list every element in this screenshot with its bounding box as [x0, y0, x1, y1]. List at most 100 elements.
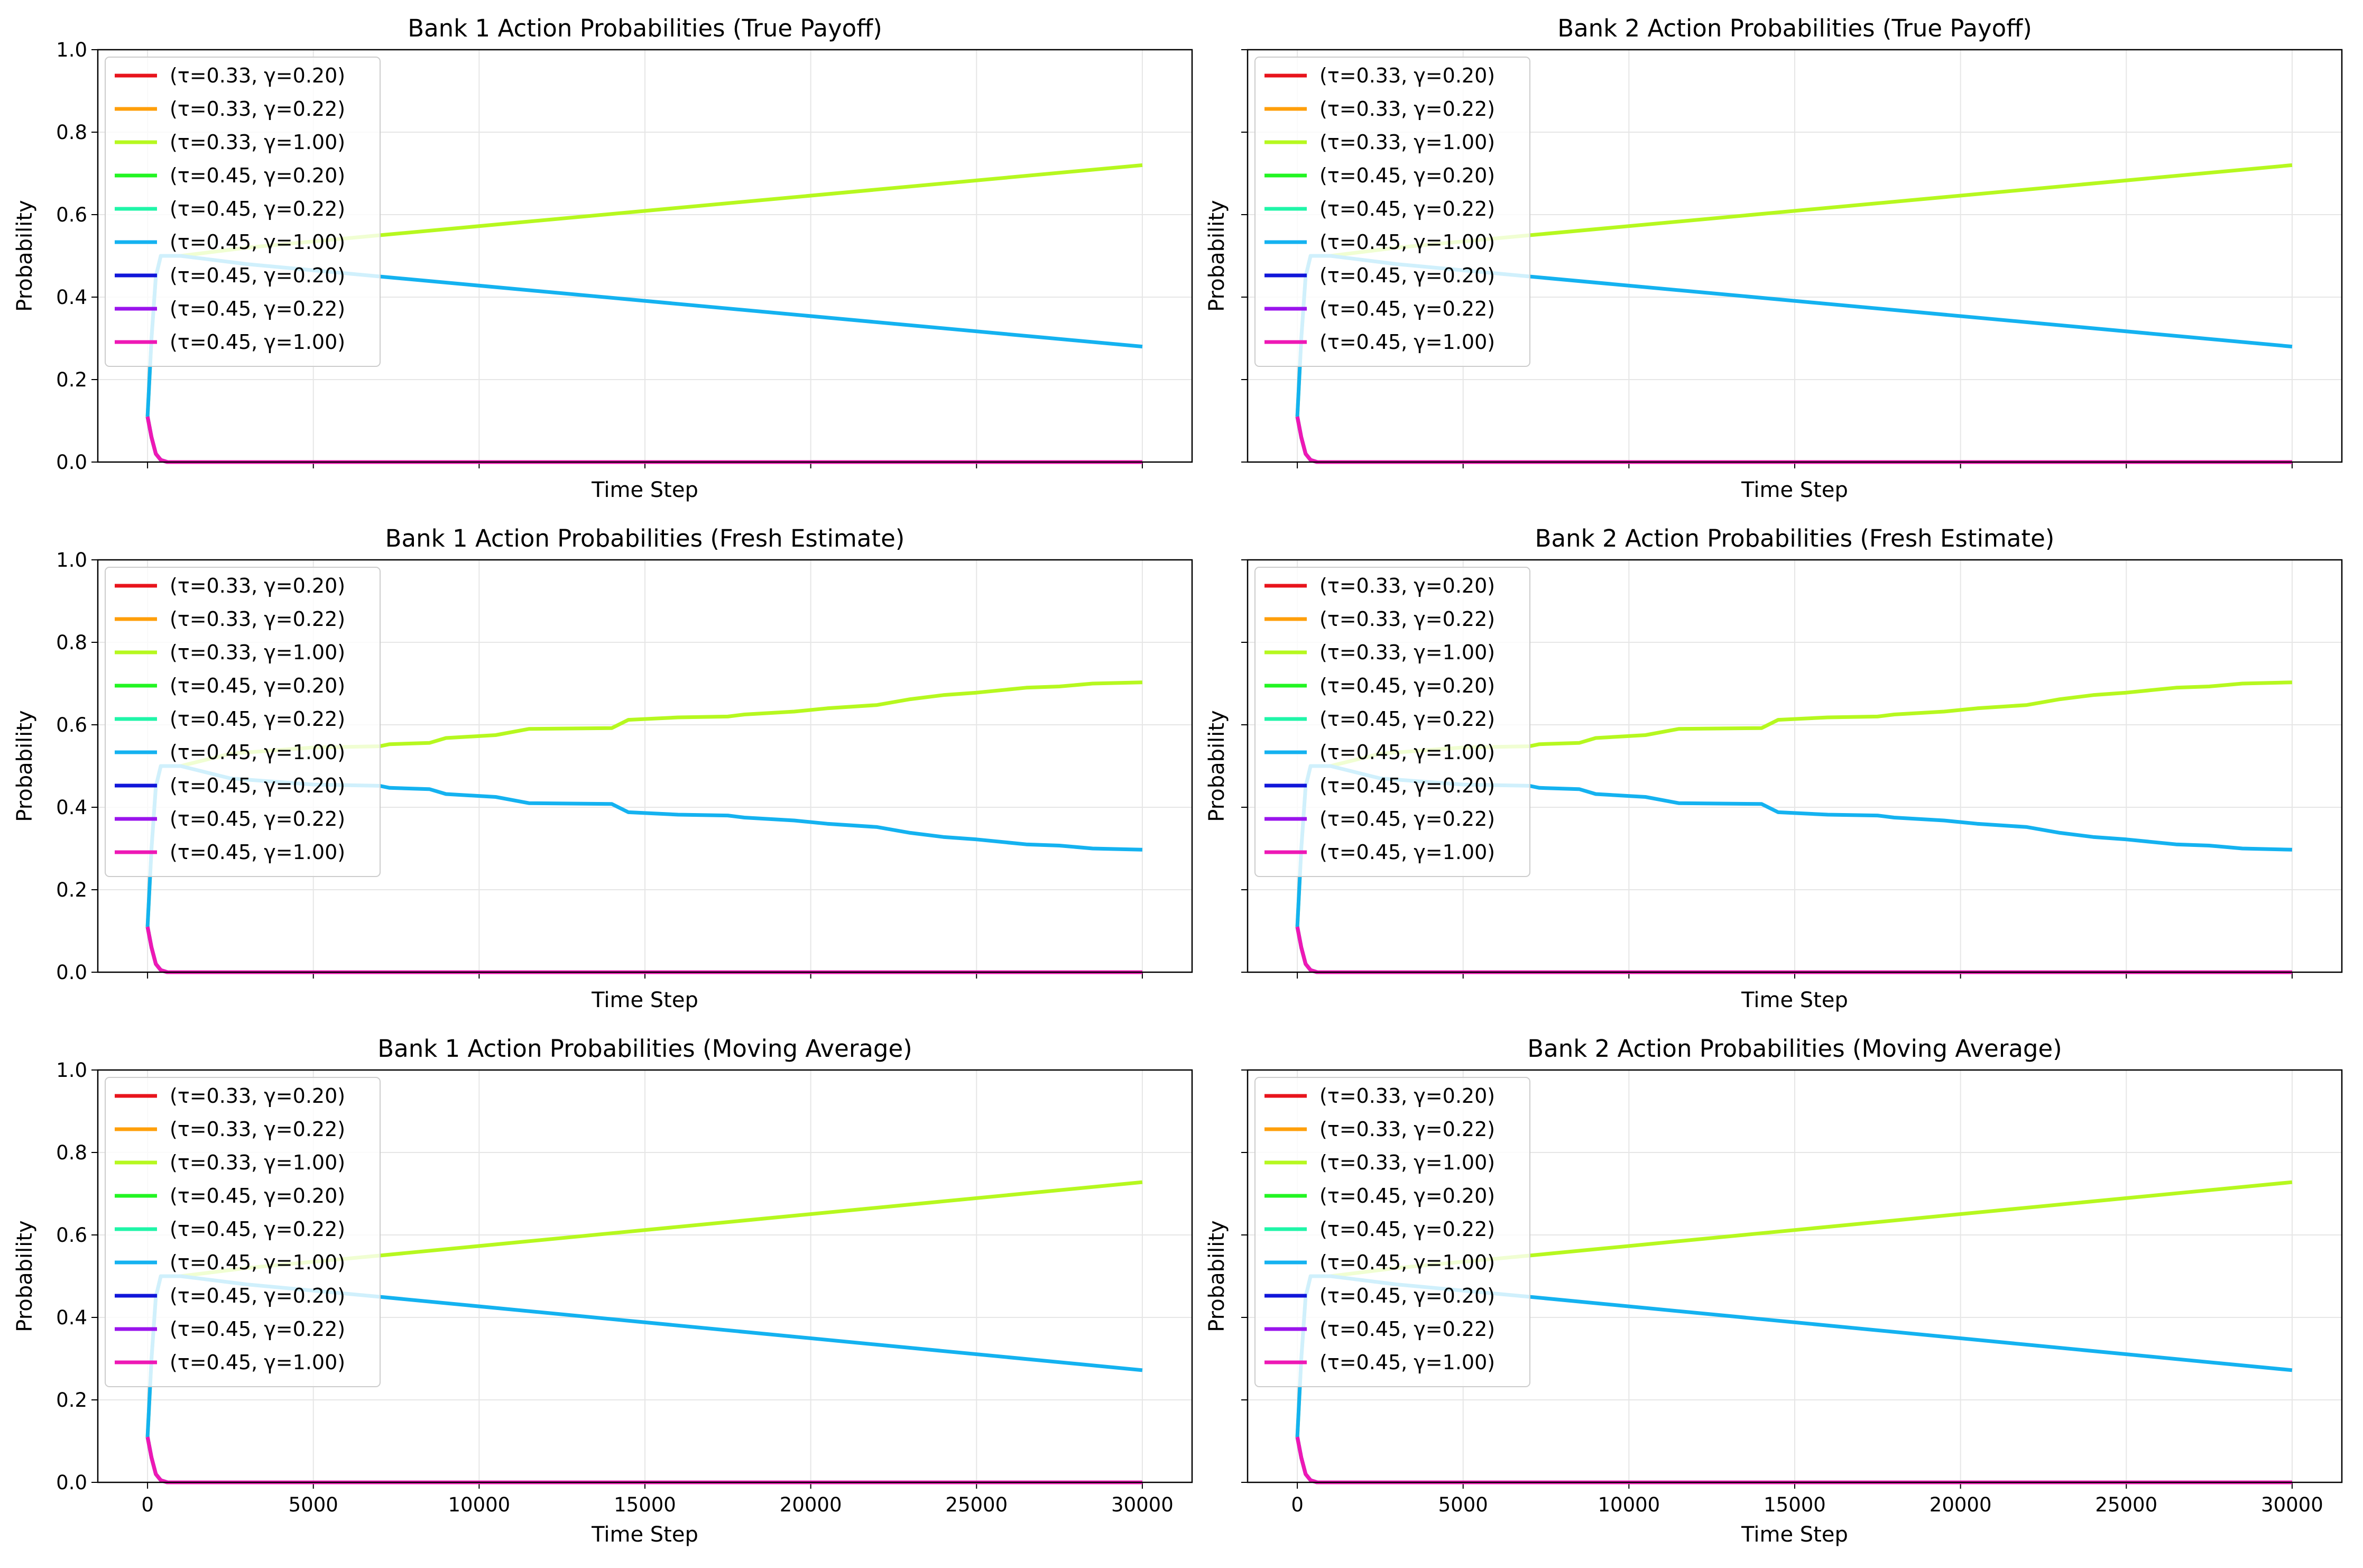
x-axis-label: Time Step: [1741, 1523, 1848, 1547]
legend-label: (τ=0.45, γ=1.00): [1319, 1251, 1495, 1274]
legend-label: (τ=0.33, γ=0.20): [170, 574, 345, 597]
legend-label: (τ=0.45, γ=0.22): [1319, 707, 1495, 731]
subplot-title: Bank 1 Action Probabilities (Fresh Estim…: [385, 524, 905, 552]
subplot: Bank 2 Action Probabilities (True Payoff…: [1205, 14, 2343, 502]
legend: (τ=0.33, γ=0.20) (τ=0.33, γ=0.22) (τ=0.33,…: [105, 1077, 381, 1387]
legend-label: (τ=0.45, γ=0.20): [1319, 674, 1495, 697]
legend-label: (τ=0.33, γ=0.22): [170, 1118, 345, 1141]
x-axis-label: Time Step: [1741, 478, 1848, 502]
legend-label: (τ=0.33, γ=0.22): [170, 607, 345, 631]
y-axis-label: Probability: [13, 200, 37, 311]
legend-label: (τ=0.33, γ=0.22): [1319, 97, 1495, 121]
y-tick-label: 0.6: [56, 714, 87, 736]
legend-label: (τ=0.33, γ=0.22): [1319, 607, 1495, 631]
legend-label: (τ=0.45, γ=0.20): [170, 164, 345, 187]
legend-label: (τ=0.45, γ=0.20): [170, 1184, 345, 1207]
legend-label: (τ=0.45, γ=0.22): [170, 197, 345, 220]
y-axis-label: Probability: [1205, 1220, 1229, 1332]
legend-label: (τ=0.45, γ=0.20): [1319, 264, 1495, 287]
x-tick-label: 20000: [780, 1493, 842, 1516]
legend-label: (τ=0.45, γ=0.22): [1319, 807, 1495, 831]
legend-label: (τ=0.45, γ=1.00): [1319, 230, 1495, 254]
subplot-title: Bank 1 Action Probabilities (True Payoff…: [408, 14, 882, 42]
legend-label: (τ=0.45, γ=0.20): [1319, 164, 1495, 187]
legend-label: (τ=0.45, γ=0.20): [1319, 774, 1495, 797]
x-tick-label: 0: [141, 1493, 154, 1516]
legend-label: (τ=0.45, γ=1.00): [170, 741, 345, 764]
y-axis-label: Probability: [1205, 200, 1229, 311]
y-tick-label: 0.4: [56, 286, 87, 309]
legend-box: [105, 57, 381, 367]
axes-frame: [97, 1069, 1193, 1483]
subplot: Bank 2 Action Probabilities (Fresh Estim…: [1205, 524, 2343, 1012]
legend-label: (τ=0.45, γ=0.20): [170, 1284, 345, 1307]
legend-box: [1254, 567, 1530, 877]
legend-label: (τ=0.45, γ=0.20): [170, 674, 345, 697]
legend-label: (τ=0.45, γ=0.22): [170, 297, 345, 320]
legend-label: (τ=0.45, γ=1.00): [1319, 1351, 1495, 1374]
legend-label: (τ=0.33, γ=1.00): [1319, 641, 1495, 664]
legend-box: [1254, 57, 1530, 367]
x-tick-label: 20000: [1930, 1493, 1992, 1516]
legend-label: (τ=0.33, γ=1.00): [1319, 131, 1495, 154]
y-axis-label: Probability: [13, 710, 37, 822]
subplot: 0.0 0.2 0.4 0.6 0.8 1.0 Bank 1 Action Probabil…: [13, 14, 1193, 502]
legend-label: (τ=0.33, γ=1.00): [170, 641, 345, 664]
legend-label: (τ=0.45, γ=1.00): [1319, 330, 1495, 354]
legend-label: (τ=0.45, γ=1.00): [170, 330, 345, 354]
subplot-title: Bank 2 Action Probabilities (True Payoff…: [1557, 14, 2032, 42]
legend-label: (τ=0.33, γ=1.00): [1319, 1151, 1495, 1174]
subplot-title: Bank 1 Action Probabilities (Moving Aver…: [377, 1035, 912, 1063]
y-tick-label: 0.2: [56, 368, 87, 391]
legend-label: (τ=0.45, γ=0.22): [170, 1217, 345, 1241]
y-tick-label: 0.0: [56, 961, 87, 984]
x-tick-label: 5000: [1438, 1493, 1488, 1516]
x-tick-label: 5000: [289, 1493, 338, 1516]
legend-label: (τ=0.45, γ=0.20): [170, 264, 345, 287]
x-tick-label: 30000: [2261, 1493, 2323, 1516]
x-axis-label: Time Step: [591, 1523, 698, 1547]
y-tick-label: 0.6: [56, 1224, 87, 1247]
legend-label: (τ=0.45, γ=0.22): [1319, 197, 1495, 220]
subplot-title: Bank 2 Action Probabilities (Fresh Estim…: [1535, 524, 2055, 552]
subplot-title: Bank 2 Action Probabilities (Moving Aver…: [1527, 1035, 2062, 1063]
legend-label: (τ=0.45, γ=1.00): [170, 1251, 345, 1274]
axes-frame: [1247, 49, 2343, 463]
y-tick-label: 0.0: [56, 451, 87, 474]
x-axis-label: Time Step: [591, 478, 698, 502]
legend: (τ=0.33, γ=0.20) (τ=0.33, γ=0.22) (τ=0.33,…: [1254, 567, 1530, 877]
legend-label: (τ=0.45, γ=0.22): [170, 1317, 345, 1341]
y-tick-label: 0.0: [56, 1471, 87, 1494]
x-tick-label: 10000: [1598, 1493, 1660, 1516]
legend-label: (τ=0.45, γ=1.00): [170, 1351, 345, 1374]
legend-box: [1254, 1077, 1530, 1387]
legend-label: (τ=0.33, γ=1.00): [170, 131, 345, 154]
x-tick-label: 15000: [1764, 1493, 1826, 1516]
subplot: 0 5000 10000 15000 20000 25000 30000 Bank 2 Act…: [1205, 1035, 2343, 1547]
legend-label: (τ=0.33, γ=0.20): [1319, 64, 1495, 87]
x-tick-label: 30000: [1111, 1493, 1174, 1516]
legend-label: (τ=0.33, γ=0.22): [170, 97, 345, 121]
legend-label: (τ=0.45, γ=1.00): [1319, 741, 1495, 764]
legend-label: (τ=0.45, γ=1.00): [170, 230, 345, 254]
legend: (τ=0.33, γ=0.20) (τ=0.33, γ=0.22) (τ=0.33,…: [1254, 57, 1530, 367]
legend-label: (τ=0.33, γ=0.20): [170, 64, 345, 87]
subplot: 0.0 0.2 0.4 0.6 0.8 1.0 Bank 1 Action Probabil…: [13, 524, 1193, 1012]
x-tick-label: 0: [1291, 1493, 1304, 1516]
y-tick-label: 1.0: [56, 1059, 87, 1082]
y-tick-label: 0.2: [56, 879, 87, 901]
x-axis-label: Time Step: [1741, 988, 1848, 1012]
legend-label: (τ=0.33, γ=0.22): [1319, 1118, 1495, 1141]
y-tick-label: 0.8: [56, 1141, 87, 1164]
axes-frame: [1247, 1069, 2343, 1483]
y-axis-label: Probability: [13, 1220, 37, 1332]
legend: (τ=0.33, γ=0.20) (τ=0.33, γ=0.22) (τ=0.33,…: [105, 567, 381, 877]
y-tick-label: 0.8: [56, 121, 87, 144]
legend-label: (τ=0.45, γ=0.22): [170, 807, 345, 831]
legend-label: (τ=0.33, γ=0.20): [1319, 1084, 1495, 1108]
legend-label: (τ=0.45, γ=0.20): [1319, 1184, 1495, 1207]
legend: (τ=0.33, γ=0.20) (τ=0.33, γ=0.22) (τ=0.33,…: [105, 57, 381, 367]
y-tick-label: 0.2: [56, 1389, 87, 1412]
legend-label: (τ=0.45, γ=0.22): [1319, 1217, 1495, 1241]
x-tick-label: 25000: [2095, 1493, 2157, 1516]
